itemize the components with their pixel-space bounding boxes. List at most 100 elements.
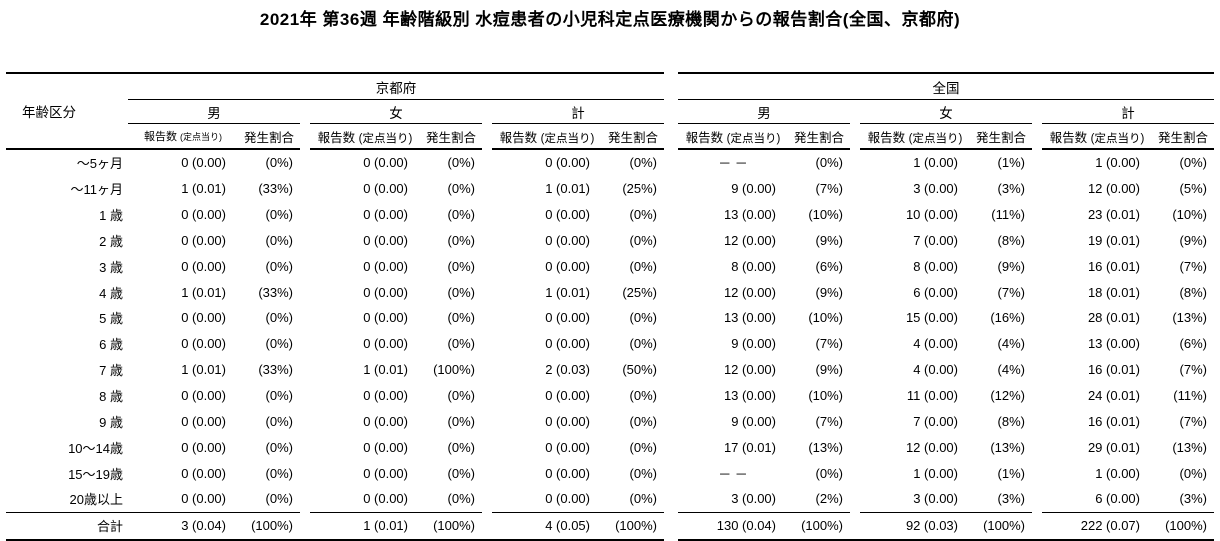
- report-count-cell: 0 (0.00): [545, 310, 590, 326]
- table-row: 9 歳 0 (0.00) (0%) 0 (0.00) (0%) 0 (0.00) (0%) 9…: [6, 408, 1214, 434]
- age-cell: 6 歳: [99, 337, 123, 353]
- report-count-cell: 18 (0.01): [1087, 284, 1140, 300]
- report-count-cell: 24 (0.01): [1087, 388, 1140, 404]
- report-count-cell: 11 (0.00): [906, 388, 958, 404]
- report-count-cell: 0 (0.00): [181, 155, 226, 171]
- rate-cell: (0%): [447, 413, 475, 429]
- per-sentinel-label: (定点当り): [908, 132, 963, 145]
- group-gap-cell: [482, 383, 492, 409]
- group-gap-cell: [300, 460, 310, 486]
- zenkoku-female-header: 女: [860, 99, 1032, 124]
- group-gap-cell: [482, 408, 492, 434]
- group-gap-cell: [850, 357, 860, 383]
- report-count-cell: 28 (0.01): [1087, 310, 1140, 326]
- zenkoku-male-header: 男: [678, 99, 850, 124]
- group-gap-cell: [1032, 176, 1042, 202]
- table-row: 7 歳 1 (0.01) (33%) 1 (0.01) (100%) 2 (0.03) (5…: [6, 357, 1214, 383]
- rate-header: 発生割合: [602, 123, 664, 150]
- group-gap-cell: [300, 383, 310, 409]
- report-count-cell: 17 (0.01): [723, 439, 776, 455]
- report-count-cell: 8 (0.00): [913, 258, 958, 274]
- age-cell: 10〜14歳: [68, 440, 123, 456]
- report-count-cell: 9 (0.00): [731, 336, 776, 352]
- section-gap-cell: [664, 228, 678, 254]
- group-gap: [850, 100, 860, 150]
- section-gap-cell: [664, 383, 678, 409]
- page-title: 2021年 第36週 年齢階級別 水痘患者の小児科定点医療機関からの報告割合(全…: [259, 10, 961, 29]
- report-count-cell: 0 (0.00): [545, 413, 590, 429]
- section-header-zenkoku: 全国: [678, 72, 1214, 100]
- group-gap-cell: [300, 486, 310, 512]
- rate-cell: (16%): [990, 310, 1025, 326]
- table-row: 6 歳 0 (0.00) (0%) 0 (0.00) (0%) 0 (0.00) (0%) 9…: [6, 331, 1214, 357]
- report-count-label: 報告数: [1049, 130, 1088, 145]
- rate-cell: (7%): [1179, 362, 1207, 378]
- rate-cell: (0%): [447, 232, 475, 248]
- rate-header: 発生割合: [420, 123, 482, 150]
- report-count-cell: 0 (0.00): [363, 181, 408, 197]
- report-count-header: 報告数 (定点当り): [310, 123, 420, 150]
- group-gap-cell: [482, 228, 492, 254]
- rate-header: 発生割合: [970, 123, 1032, 150]
- report-count-cell: 0 (0.00): [363, 439, 408, 455]
- report-count-cell: 0 (0.00): [545, 388, 590, 404]
- rate-cell: (8%): [997, 232, 1025, 248]
- rate-cell: (0%): [629, 491, 657, 507]
- section-gap-cell: [664, 460, 678, 486]
- group-gap-cell: [850, 460, 860, 486]
- report-count-cell: 6 (0.00): [1095, 491, 1140, 507]
- rate-cell: (1%): [997, 155, 1025, 171]
- group-gap-cell: [300, 357, 310, 383]
- group-gap-cell: [1032, 149, 1042, 176]
- group-gap-cell: [482, 253, 492, 279]
- report-count-cell: 0 (0.00): [181, 439, 226, 455]
- group-gap-cell: [482, 305, 492, 331]
- rate-cell: (0%): [629, 413, 657, 429]
- per-sentinel-label: (定点当り): [358, 132, 413, 145]
- report-count-cell: 12 (0.00): [723, 232, 776, 248]
- report-count-cell: 16 (0.01): [1087, 413, 1140, 429]
- rate-cell: (11%): [1173, 388, 1207, 404]
- report-count-cell: 7 (0.00): [913, 232, 958, 248]
- report-count-cell: 1 (0.00): [913, 465, 958, 481]
- rate-header: 発生割合: [788, 123, 850, 150]
- report-count-cell: 0 (0.00): [545, 232, 590, 248]
- group-gap: [1032, 100, 1042, 150]
- age-cell: 1 歳: [99, 208, 123, 224]
- rate-cell: (2%): [815, 491, 843, 507]
- rate-cell: (3%): [997, 491, 1025, 507]
- report-count-cell: 8 (0.00): [731, 258, 776, 274]
- report-count-cell: 0 (0.00): [545, 491, 590, 507]
- report-count-cell: 12 (0.00): [723, 284, 776, 300]
- rate-cell: (33%): [258, 284, 293, 300]
- report-count-cell: 0 (0.00): [363, 284, 408, 300]
- rate-cell: (25%): [622, 181, 657, 197]
- rate-cell: (0%): [447, 310, 475, 326]
- report-count-cell: 1 (0.01): [181, 284, 226, 300]
- rate-cell: (0%): [629, 310, 657, 326]
- rate-cell: (0%): [447, 207, 475, 223]
- report-count-cell: 12 (0.00): [905, 439, 958, 455]
- rate-cell: (11%): [991, 207, 1025, 223]
- report-count-cell: 0 (0.00): [363, 413, 408, 429]
- age-cell: 2 歳: [99, 233, 123, 249]
- rate-cell: (5%): [1179, 181, 1207, 197]
- report-count-cell: 6 (0.00): [913, 284, 958, 300]
- group-gap-cell: [1032, 279, 1042, 305]
- group-gap-cell: [482, 357, 492, 383]
- group-gap-cell: [482, 202, 492, 228]
- rate-cell: (10%): [808, 388, 843, 404]
- section-gap-cell: [664, 331, 678, 357]
- section-gap: [664, 73, 678, 149]
- report-count-cell: 0 (0.00): [545, 207, 590, 223]
- report-count-cell: 0 (0.00): [363, 310, 408, 326]
- rate-cell: (13%): [808, 439, 843, 455]
- report-count-cell: 3 (0.00): [731, 491, 776, 507]
- report-count-cell: 0 (0.00): [363, 336, 408, 352]
- report-count-cell: 0 (0.00): [181, 232, 226, 248]
- age-cell: 5 歳: [99, 311, 123, 327]
- age-cell: 3 歳: [99, 259, 123, 275]
- section-gap-cell: [664, 434, 678, 460]
- report-count-cell: 7 (0.00): [913, 413, 958, 429]
- rate-cell: (100%): [433, 362, 475, 378]
